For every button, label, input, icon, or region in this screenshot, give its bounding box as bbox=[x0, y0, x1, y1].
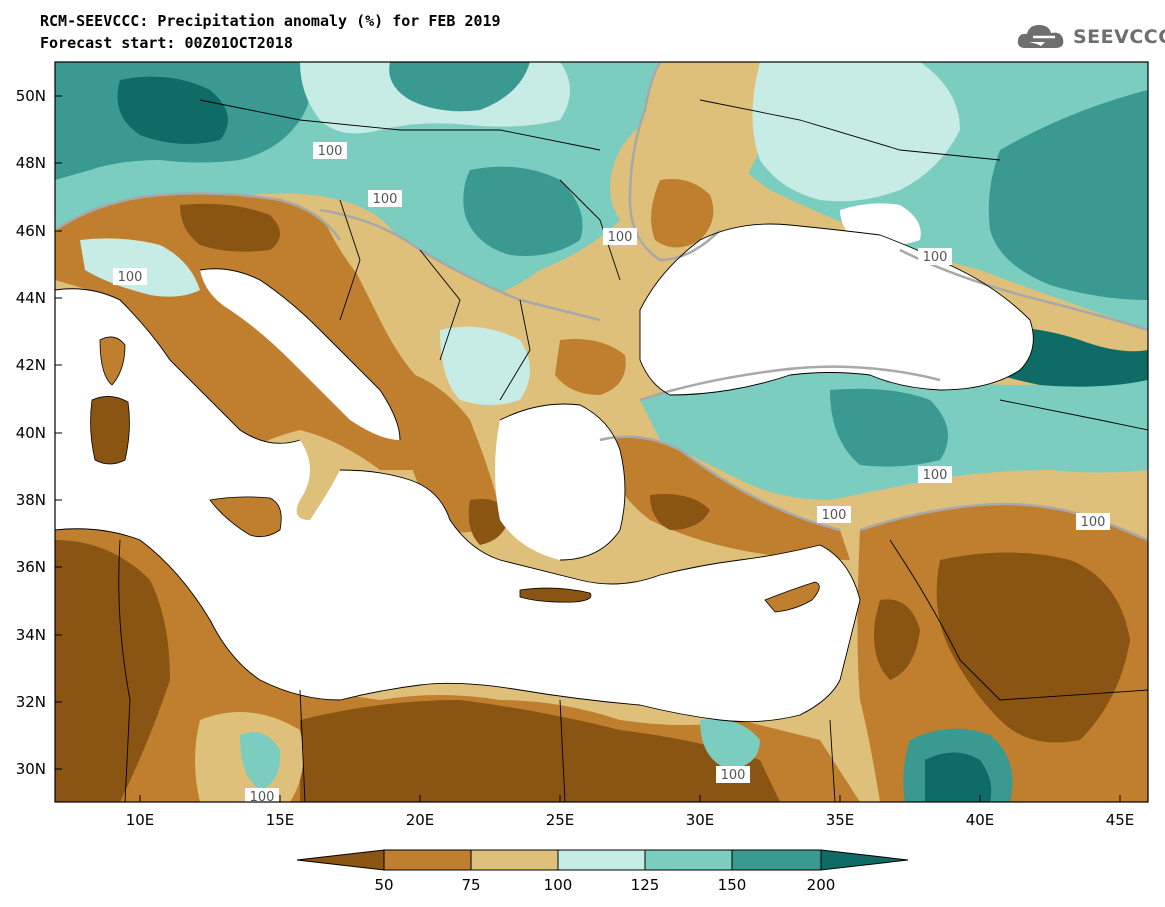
lon-tick-label: 20E bbox=[406, 811, 435, 829]
north-africa-very-dry-west bbox=[55, 540, 170, 802]
lon-tick-label: 35E bbox=[826, 811, 855, 829]
contour-label: 100 bbox=[716, 766, 750, 783]
lat-tick-label: 32N bbox=[16, 693, 46, 711]
legend-swatch bbox=[557, 849, 646, 871]
lon-tick-label: 10E bbox=[126, 811, 155, 829]
contour-label: 100 bbox=[245, 788, 279, 805]
western-mediterranean-sea bbox=[55, 288, 860, 722]
svg-text:100: 100 bbox=[721, 768, 746, 783]
contour-label: 100 bbox=[918, 248, 952, 265]
anatolia-south-very-dry bbox=[650, 494, 710, 530]
lon-tick-label: 30E bbox=[686, 811, 715, 829]
balkans-light-wet-patch bbox=[440, 326, 530, 405]
lat-tick-label: 44N bbox=[16, 289, 46, 307]
lat-tick-label: 40N bbox=[16, 424, 46, 442]
svg-text:100: 100 bbox=[608, 230, 633, 245]
lat-tick-label: 46N bbox=[16, 222, 46, 240]
corsica bbox=[99, 336, 126, 386]
legend-swatch bbox=[644, 849, 733, 871]
legend-tick-label: 75 bbox=[461, 876, 480, 894]
italy-coast-light-band bbox=[80, 238, 200, 297]
cloud-logo-icon bbox=[1017, 25, 1064, 48]
lat-tick-label: 36N bbox=[16, 558, 46, 576]
anomaly-field: 100 100 100 100 100 100 100 100 100 100 bbox=[55, 62, 1148, 805]
svg-text:100: 100 bbox=[923, 250, 948, 265]
anatolia-south-dry bbox=[600, 436, 850, 560]
contour-label: 100 bbox=[313, 142, 347, 159]
sicily bbox=[209, 496, 282, 538]
lon-tick-label: 45E bbox=[1106, 811, 1135, 829]
legend-min-arrow bbox=[296, 849, 385, 871]
coastlines-and-borders bbox=[55, 99, 1148, 802]
map-title: RCM-SEEVCCC: Precipitation anomaly (%) f… bbox=[40, 12, 501, 30]
svg-text:100: 100 bbox=[373, 192, 398, 207]
lat-tick-label: 42N bbox=[16, 356, 46, 374]
lat-axis bbox=[55, 95, 62, 770]
svg-text:100: 100 bbox=[318, 144, 343, 159]
contour-label: 100 bbox=[817, 506, 851, 523]
lat-tick-label: 38N bbox=[16, 491, 46, 509]
legend-swatch bbox=[383, 849, 472, 871]
adriatic-sea bbox=[200, 268, 400, 440]
bulgaria-dry-core bbox=[555, 339, 626, 395]
lon-tick-label: 25E bbox=[546, 811, 575, 829]
legend-tick-label: 50 bbox=[374, 876, 393, 894]
lon-tick-label: 15E bbox=[266, 811, 295, 829]
lon-tick-labels: 10E 15E 20E 25E 30E 35E 40E 45E bbox=[126, 811, 1135, 829]
contour-label: 100 bbox=[603, 228, 637, 245]
lon-axis bbox=[139, 795, 1121, 802]
legend-tick-label: 100 bbox=[544, 876, 573, 894]
contour-label: 100 bbox=[1076, 513, 1110, 530]
color-legend: 50 75 100 125 150 200 bbox=[296, 849, 909, 894]
logo-text: SEEVCCC bbox=[1073, 26, 1165, 48]
svg-text:100: 100 bbox=[822, 508, 847, 523]
seevccc-logo: SEEVCCC bbox=[1015, 20, 1165, 54]
aegean-sea bbox=[495, 404, 625, 560]
lat-tick-label: 30N bbox=[16, 760, 46, 778]
lat-tick-labels: 50N 48N 46N 44N 42N 40N 38N 36N 34N 32N … bbox=[16, 87, 46, 778]
ukraine-dry-core bbox=[651, 179, 714, 248]
map-frame bbox=[54, 61, 1149, 803]
libya-very-dry bbox=[300, 700, 780, 802]
svg-text:100: 100 bbox=[1081, 515, 1106, 530]
libya-wet-patch bbox=[240, 732, 281, 790]
lat-tick-label: 34N bbox=[16, 626, 46, 644]
levant-very-dry bbox=[874, 599, 920, 680]
legend-swatch bbox=[731, 849, 822, 871]
contour-lines bbox=[55, 62, 1148, 542]
legend-tick-label: 150 bbox=[718, 876, 747, 894]
legend-tick-label: 125 bbox=[631, 876, 660, 894]
arabia-wet-extreme bbox=[925, 752, 992, 802]
svg-text:100: 100 bbox=[250, 790, 275, 805]
north-central-wet-core bbox=[389, 62, 530, 112]
legend-tick-label: 200 bbox=[807, 876, 836, 894]
crete bbox=[519, 587, 592, 603]
anatolia-wet-core bbox=[830, 388, 948, 467]
svg-text:100: 100 bbox=[923, 468, 948, 483]
legend-swatch bbox=[470, 849, 559, 871]
contour-label: 100 bbox=[368, 190, 402, 207]
azov-sea bbox=[840, 203, 921, 247]
north-wet-extreme-west bbox=[117, 76, 228, 144]
lat-tick-label: 48N bbox=[16, 154, 46, 172]
forecast-start-subtitle: Forecast start: 00Z01OCT2018 bbox=[40, 34, 293, 52]
svg-text:100: 100 bbox=[118, 270, 143, 285]
alps-very-dry-core bbox=[180, 203, 280, 252]
contour-label: 100 bbox=[113, 268, 147, 285]
middle-east-very-dry bbox=[936, 552, 1130, 743]
egypt-wet-patch bbox=[700, 719, 760, 770]
lat-tick-label: 50N bbox=[16, 87, 46, 105]
lon-tick-label: 40E bbox=[966, 811, 995, 829]
sardinia bbox=[90, 396, 130, 465]
russia-wet-core bbox=[988, 90, 1148, 300]
russia-light-band bbox=[752, 62, 960, 202]
contour-label: 100 bbox=[918, 466, 952, 483]
legend-max-arrow bbox=[820, 849, 909, 871]
east-europe-wet-core bbox=[463, 166, 583, 256]
cyprus bbox=[764, 581, 820, 613]
contour-labels: 100 100 100 100 100 100 100 100 100 100 bbox=[113, 142, 1110, 805]
